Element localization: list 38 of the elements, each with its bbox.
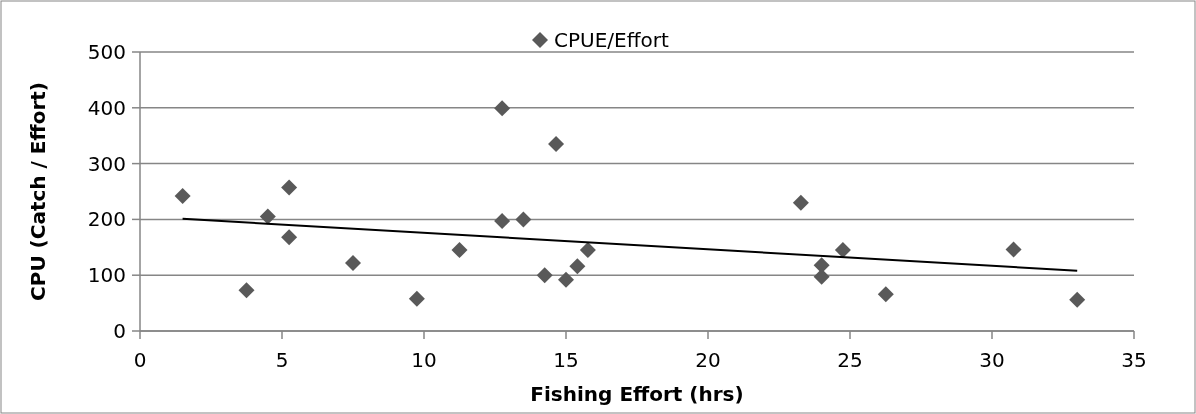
point <box>558 271 574 288</box>
x-tick-label: 25 <box>837 348 863 372</box>
x-tick-label: 5 <box>275 348 289 372</box>
point <box>281 179 298 196</box>
point <box>834 242 851 259</box>
point <box>515 211 532 228</box>
y-tick-label: 0 <box>113 319 126 343</box>
legend-label: CPUE/Effort <box>554 28 669 52</box>
y-tick-label: 200 <box>87 207 126 232</box>
point <box>494 213 511 230</box>
point <box>1005 241 1022 258</box>
y-tick-label: 100 <box>87 263 126 288</box>
y-tick-label: 400 <box>87 95 126 120</box>
x-tick-label: 10 <box>411 348 437 372</box>
x-tick-label: 30 <box>979 348 1005 372</box>
point <box>548 136 565 153</box>
point <box>238 282 255 299</box>
point <box>579 242 596 259</box>
y-tick-label: 500 <box>87 40 126 64</box>
x-tick-label: 15 <box>553 348 579 372</box>
x-tick-label: 35 <box>1121 348 1147 372</box>
x-tick-label: 0 <box>133 348 147 372</box>
point <box>877 286 894 303</box>
point <box>494 100 511 117</box>
x-tick-label: 20 <box>695 348 721 372</box>
x-axis-title: Fishing Effort (hrs) <box>530 382 744 406</box>
point <box>792 194 809 211</box>
y-tick-label: 300 <box>87 151 126 176</box>
point <box>345 254 361 271</box>
point <box>281 229 298 246</box>
point <box>174 187 191 204</box>
point <box>259 208 276 225</box>
y-axis-title: CPU (Catch / Effort) <box>26 82 50 301</box>
point <box>569 258 586 275</box>
point <box>536 267 553 284</box>
point <box>451 242 468 259</box>
point <box>1069 291 1086 308</box>
point <box>408 290 425 307</box>
